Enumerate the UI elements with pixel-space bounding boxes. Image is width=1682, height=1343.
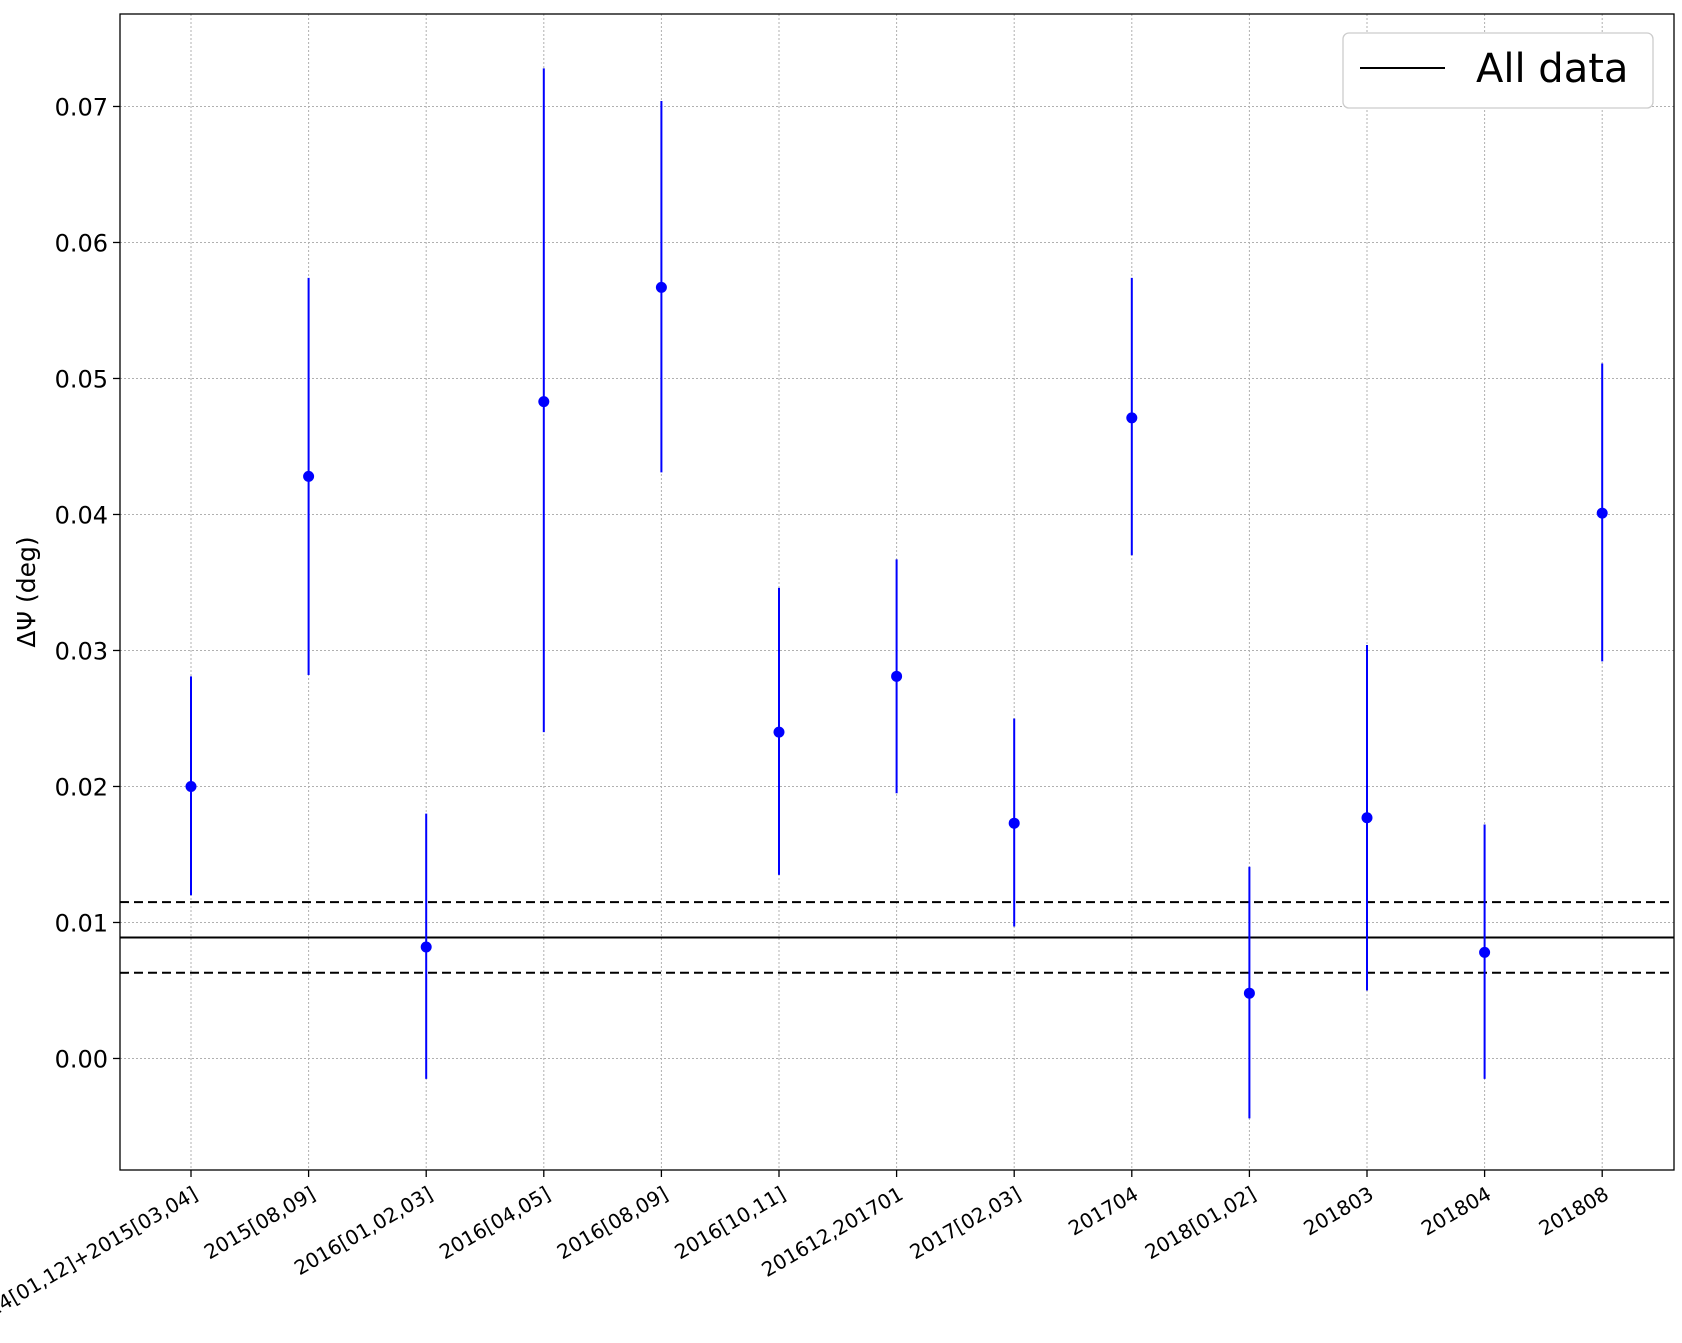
x-tick-label: 2018[01,02] xyxy=(1141,1182,1260,1265)
y-ticks: 0.00 0.01 0.02 0.03 0.04 0.05 0.06 0.07 xyxy=(55,93,120,1073)
data-points xyxy=(185,281,1608,999)
data-point xyxy=(303,470,315,482)
legend-box xyxy=(1342,32,1654,109)
data-point xyxy=(185,780,197,792)
data-point xyxy=(655,281,667,293)
reference-lines xyxy=(120,901,1674,974)
data-point xyxy=(773,726,785,738)
data-point xyxy=(1008,817,1020,829)
x-tick-label: 2016[08,09] xyxy=(553,1182,672,1265)
data-point xyxy=(891,670,903,682)
data-point xyxy=(538,396,550,408)
y-tick-label: 0.03 xyxy=(55,637,108,665)
data-point xyxy=(1243,987,1255,999)
data-point xyxy=(420,941,432,953)
data-point xyxy=(1479,946,1491,958)
data-point xyxy=(1126,412,1138,424)
x-tick-label: 201804 xyxy=(1417,1182,1495,1241)
data-point xyxy=(1596,507,1608,519)
legend-label-all-data: All data xyxy=(1476,46,1628,92)
x-tick-label: 201704 xyxy=(1064,1182,1142,1241)
y-axis-label: ΔΨ (deg) xyxy=(12,536,41,647)
data-point xyxy=(1361,812,1373,824)
x-tick-label: 2014[01,12]+2015[03,04] xyxy=(0,1182,201,1335)
y-tick-label: 0.07 xyxy=(55,93,108,121)
y-tick-label: 0.00 xyxy=(55,1045,108,1073)
x-tick-label: 201808 xyxy=(1535,1182,1613,1241)
y-tick-label: 0.06 xyxy=(55,229,108,257)
y-tick-label: 0.01 xyxy=(55,909,108,937)
y-tick-label: 0.05 xyxy=(55,365,108,393)
x-ticks: 2014[01,12]+2015[03,04]2015[08,09]2016[0… xyxy=(0,1170,1613,1334)
y-tick-label: 0.04 xyxy=(55,501,108,529)
x-tick-label: 2016[04,05] xyxy=(435,1182,554,1265)
y-tick-label: 0.02 xyxy=(55,773,108,801)
x-tick-label: 201803 xyxy=(1299,1182,1377,1241)
x-tick-label: 2017[02,03] xyxy=(906,1182,1025,1265)
error-bars xyxy=(190,68,1604,1119)
legend: All data xyxy=(1342,32,1654,109)
